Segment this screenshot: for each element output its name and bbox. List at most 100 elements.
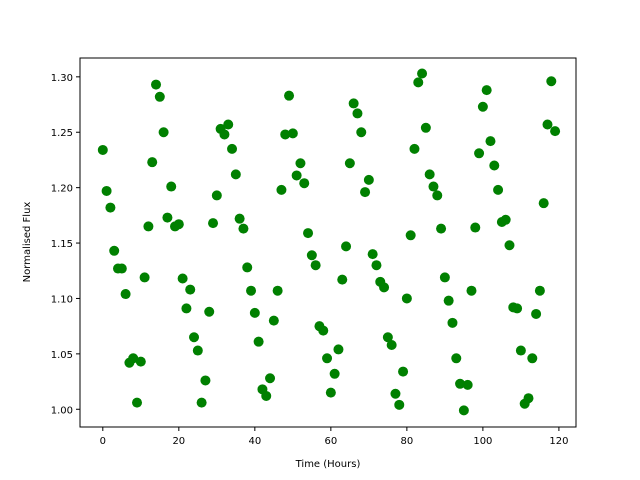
scatter-point [458, 405, 469, 416]
scatter-point [181, 303, 192, 314]
scatter-point [173, 219, 184, 230]
scatter-point [504, 240, 515, 251]
scatter-point [512, 303, 523, 314]
scatter-point [542, 119, 553, 130]
scatter-point [337, 274, 348, 285]
scatter-point [208, 218, 219, 229]
scatter-point [295, 158, 306, 169]
y-tick-label: 1.15 [51, 239, 73, 250]
scatter-point [417, 68, 428, 79]
x-tick-label: 80 [400, 436, 413, 447]
scatter-point [333, 344, 344, 355]
scatter-point [242, 262, 253, 273]
scatter-point [132, 397, 143, 408]
scatter-point [154, 91, 165, 102]
scatter-point [227, 143, 238, 154]
scatter-point [436, 223, 447, 234]
scatter-point [318, 325, 329, 336]
scatter-point [405, 230, 416, 241]
scatter-point [135, 356, 146, 367]
scatter-point [409, 143, 420, 154]
scatter-point [211, 190, 222, 201]
scatter-point [538, 198, 549, 209]
scatter-point [234, 213, 245, 224]
scatter-point [120, 289, 131, 300]
scatter-point [246, 285, 257, 296]
x-tick-label: 20 [172, 436, 185, 447]
scatter-point [143, 221, 154, 232]
x-tick-label: 60 [324, 436, 337, 447]
scatter-point [329, 368, 340, 379]
scatter-point [428, 181, 439, 192]
scatter-point [363, 174, 374, 185]
scatter-point [341, 241, 352, 252]
scatter-point [230, 169, 241, 180]
x-tick-label: 100 [473, 436, 492, 447]
scatter-point [109, 245, 120, 256]
scatter-point [470, 222, 481, 233]
scatter-point [523, 393, 534, 404]
scatter-point [386, 340, 397, 350]
scatter-point [413, 77, 424, 88]
scatter-point [196, 397, 207, 408]
scatter-point [261, 390, 272, 401]
scatter-point [515, 345, 526, 356]
scatter-point [265, 373, 276, 384]
scatter-point [382, 332, 393, 343]
y-tick-label: 1.05 [51, 350, 73, 361]
scatter-point [379, 282, 390, 293]
scatter-point [185, 284, 196, 295]
scatter-point [439, 272, 450, 283]
scatter-point [306, 250, 317, 261]
scatter-point [310, 260, 321, 271]
scatter-point [223, 119, 234, 130]
y-tick-label: 1.25 [51, 128, 73, 139]
scatter-point [272, 285, 283, 296]
scatter-point [443, 295, 454, 306]
scatter-point [177, 273, 188, 284]
scatter-point [128, 353, 139, 364]
y-tick-label: 1.10 [51, 294, 73, 305]
x-tick-label: 0 [100, 436, 106, 447]
scatter-point [325, 387, 336, 398]
scatter-point [344, 158, 355, 169]
y-tick-label: 1.30 [51, 73, 73, 84]
scatter-point [192, 345, 203, 356]
scatter-point [204, 306, 215, 317]
scatter-point [367, 249, 378, 260]
scatter-point [299, 178, 310, 189]
scatter-point [398, 366, 409, 377]
plot-frame [79, 57, 577, 428]
scatter-point [166, 181, 177, 192]
scatter-point [352, 108, 363, 119]
scatter-point [158, 127, 169, 138]
scatter-point [474, 148, 485, 159]
scatter-point [280, 129, 291, 140]
scatter-point [420, 122, 431, 133]
scatter-point [390, 388, 401, 399]
scatter-point [466, 285, 477, 296]
scatter-point [147, 157, 158, 168]
x-axis-label: Time (Hours) [295, 459, 361, 470]
scatter-point [546, 76, 557, 87]
scatter-point [348, 98, 359, 109]
scatter-point [360, 187, 371, 198]
y-axis-label: Normalised Flux [22, 202, 33, 283]
scatter-point [489, 160, 500, 171]
scatter-point [238, 223, 249, 234]
y-tick-label: 1.20 [51, 184, 73, 195]
scatter-point [447, 317, 458, 328]
scatter-point [139, 272, 150, 283]
scatter-point [451, 353, 462, 364]
scatter-point [268, 315, 279, 326]
scatter-point [485, 136, 496, 147]
scatter-point [276, 184, 287, 195]
scatter-point [481, 85, 492, 96]
scatter-point [432, 190, 443, 201]
scatter-point [394, 399, 405, 410]
scatter-point [189, 332, 200, 343]
scatter-point [151, 79, 162, 90]
scatter-point [500, 214, 511, 225]
scatter-point [284, 90, 295, 101]
